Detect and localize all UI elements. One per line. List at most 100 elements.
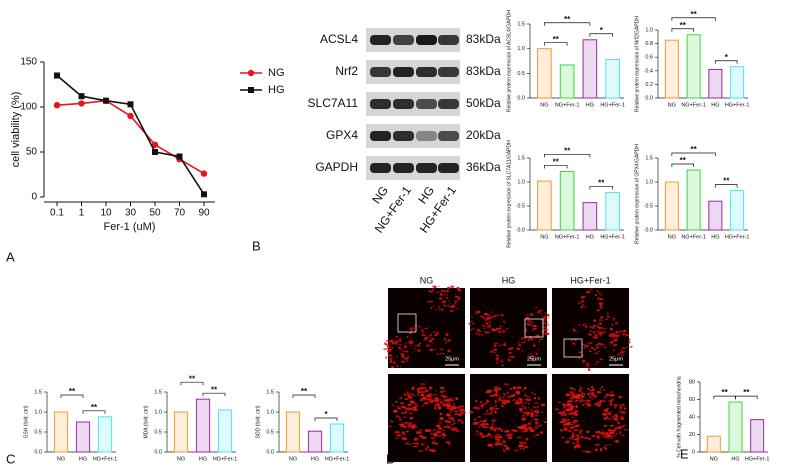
mitochondria (574, 409, 577, 412)
mitochondria (442, 290, 447, 292)
mitochondria (598, 292, 601, 295)
x-tick-label: NG (289, 456, 297, 462)
mitochondria (390, 339, 394, 343)
mitochondria (484, 402, 488, 405)
mitochondria (589, 389, 596, 392)
y-axis-label: cell viability (%) (10, 92, 22, 168)
mitochondria (436, 331, 439, 334)
panel-label: E (680, 446, 689, 461)
mitochondria (430, 437, 436, 440)
mitochondria (625, 334, 630, 337)
mitochondria (493, 429, 497, 432)
significance-bracket (82, 410, 106, 414)
mitochondria (536, 405, 540, 409)
mitochondria (609, 425, 615, 427)
bar (605, 192, 620, 231)
mitochondria (447, 349, 451, 352)
mitochondria (576, 434, 580, 437)
protein-label: GPX4 (326, 128, 358, 142)
mitochondria (443, 425, 447, 429)
mitochondria (489, 394, 495, 398)
mitochondria (477, 415, 482, 418)
mitochondria (586, 363, 589, 367)
y-tick-label: 1.0 (517, 46, 525, 52)
mitochondria (497, 427, 501, 430)
mitochondria (536, 334, 540, 337)
protein-label: SLC7A11 (308, 96, 359, 110)
mitochondria (582, 403, 585, 407)
mitochondria (507, 348, 511, 351)
blot-band (438, 131, 459, 141)
mitochondria (428, 334, 432, 337)
mitochondria (468, 322, 471, 325)
mitochondria (580, 399, 586, 402)
mitochondria (623, 407, 627, 410)
mitochondria (498, 394, 501, 397)
mitochondria (425, 389, 429, 393)
y-tick-label: 0.5 (645, 203, 653, 209)
mitochondria (525, 314, 530, 316)
y-tick-label: 0.0 (517, 227, 525, 233)
x-tick-label: HG+Fer-1 (213, 456, 238, 462)
mitochondria (516, 386, 520, 390)
mitochondria (612, 339, 616, 342)
blot-band (370, 131, 391, 141)
mitochondria (482, 327, 487, 329)
x-tick-label: NG (177, 456, 185, 462)
mitochondria (617, 353, 621, 356)
mitochondria (598, 326, 601, 329)
mitochondria (585, 365, 589, 367)
mitochondria (441, 429, 445, 431)
size-label: 50kDa (466, 96, 501, 110)
mitochondria (407, 340, 411, 343)
mitochondria (613, 403, 618, 407)
y-tick-label: 1.0 (517, 179, 525, 185)
mitochondria (414, 439, 418, 441)
y-tick-label: 1.0 (645, 27, 653, 33)
mitochondria (392, 361, 396, 364)
mitochondria (573, 425, 578, 427)
mitochondria (421, 397, 426, 400)
bar (173, 411, 189, 453)
mitochondria (481, 324, 486, 327)
mitochondria (568, 437, 573, 439)
mitochondria (567, 400, 572, 403)
mitochondria (615, 337, 618, 339)
mitochondria (498, 443, 504, 446)
mitochondria (622, 354, 624, 357)
mitochondria (596, 435, 600, 439)
bar (559, 170, 575, 231)
mitochondria (518, 441, 525, 444)
mitochondria (447, 413, 451, 417)
mitochondria (570, 392, 576, 394)
mitochondria (413, 348, 417, 350)
mitochondria (566, 402, 569, 405)
mitochondria (492, 446, 495, 448)
mitochondria (501, 440, 507, 443)
mitochondria (499, 360, 504, 363)
mitochondria (581, 391, 583, 394)
mitochondria (442, 436, 445, 439)
mitochondria (600, 386, 604, 388)
mitochondria (432, 394, 438, 396)
mitochondria (390, 421, 394, 423)
x-tick-label: HG+Fer-1 (600, 102, 625, 108)
mitochondria (596, 360, 599, 364)
mitochondria (415, 403, 418, 406)
mitochondria (401, 431, 406, 434)
mitochondria (582, 324, 586, 326)
bar (559, 64, 575, 99)
mitochondria (571, 394, 575, 398)
mitochondria (587, 387, 590, 390)
mitochondria (400, 402, 404, 405)
x-tick-label: HG (199, 456, 207, 462)
mitochondria (453, 305, 455, 308)
mitochondria (437, 427, 443, 430)
mitochondria (598, 302, 601, 305)
mitochondria (576, 409, 579, 413)
mitochondria (602, 434, 607, 438)
mitochondria (495, 354, 499, 357)
mitochondria (521, 341, 526, 344)
mitochondria (540, 403, 546, 407)
mitochondria (596, 329, 600, 331)
